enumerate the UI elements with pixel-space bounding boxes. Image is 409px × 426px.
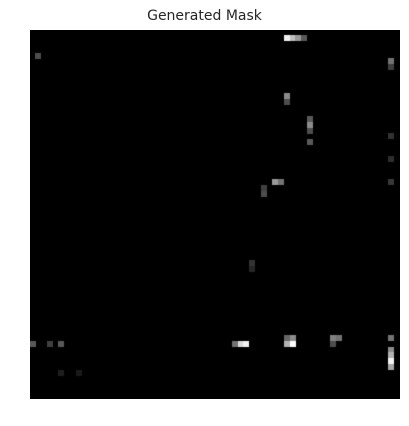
image-title: Generated Mask xyxy=(147,8,262,24)
generated-mask-image xyxy=(30,30,400,399)
